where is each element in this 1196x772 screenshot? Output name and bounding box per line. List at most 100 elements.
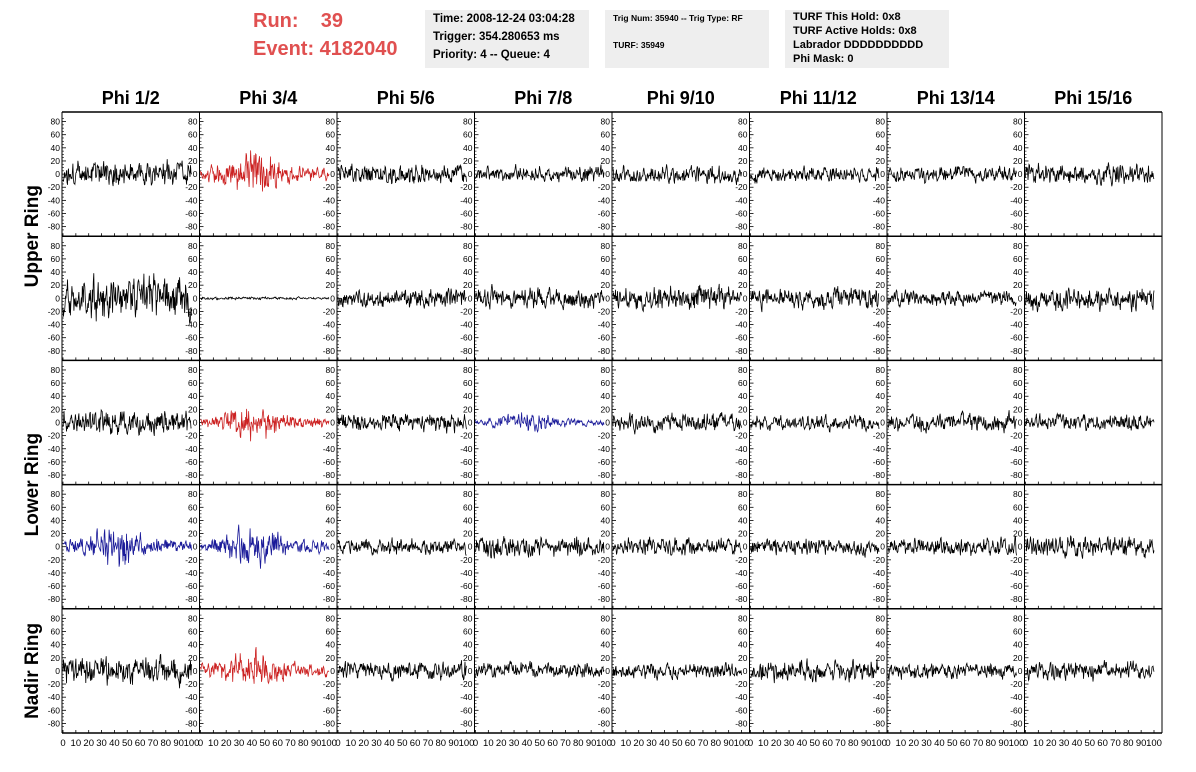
y-tick-label: 80 xyxy=(1013,117,1023,127)
turf-info-box: TURF This Hold: 0x8 TURF Active Holds: 0… xyxy=(785,10,949,68)
waveform-trace xyxy=(200,524,330,569)
y-tick-label: -80 xyxy=(48,470,61,480)
x-tick-label: 60 xyxy=(1097,738,1108,749)
y-tick-label: 60 xyxy=(1013,130,1023,140)
y-tick-label: 20 xyxy=(876,653,886,663)
y-tick-label: -20 xyxy=(460,431,473,441)
y-tick-label: 20 xyxy=(876,280,886,290)
y-tick-label: -60 xyxy=(735,705,748,715)
y-tick-label: 40 xyxy=(1013,640,1023,650)
x-tick-label: 0 xyxy=(1023,738,1028,749)
y-tick-label: -60 xyxy=(598,209,611,219)
y-tick-label: 40 xyxy=(601,515,611,525)
x-tick-label: 80 xyxy=(848,738,859,749)
x-tick-label: 90 xyxy=(998,738,1009,749)
y-tick-label: -20 xyxy=(873,431,886,441)
y-tick-label: 20 xyxy=(326,280,336,290)
y-tick-label: -80 xyxy=(1010,470,1023,480)
y-tick-label: 40 xyxy=(326,143,336,153)
y-tick-label: 40 xyxy=(51,143,61,153)
y-tick-label: 80 xyxy=(51,365,61,375)
y-tick-label: 80 xyxy=(188,489,198,499)
x-tick-label: 10 xyxy=(71,738,82,749)
x-tick-label: 70 xyxy=(285,738,296,749)
x-tick-label: 100 xyxy=(1146,738,1162,749)
x-tick-label: 30 xyxy=(371,738,382,749)
y-tick-label: 0 xyxy=(468,293,473,303)
y-tick-label: 0 xyxy=(330,418,335,428)
y-tick-label: -40 xyxy=(460,692,473,702)
x-tick-label: 60 xyxy=(547,738,558,749)
x-tick-label: 20 xyxy=(496,738,507,749)
event-number-label: Event: 4182040 xyxy=(253,38,398,60)
y-tick-label: 40 xyxy=(51,640,61,650)
x-tick-label: 70 xyxy=(835,738,846,749)
x-tick-label: 90 xyxy=(173,738,184,749)
waveform-trace xyxy=(750,165,880,184)
waveform-trace xyxy=(1025,162,1155,187)
x-tick-label: 70 xyxy=(973,738,984,749)
column-title: Phi 7/8 xyxy=(514,88,572,108)
y-tick-label: -20 xyxy=(48,555,61,565)
y-tick-label: 20 xyxy=(601,404,611,414)
y-tick-label: 60 xyxy=(188,627,198,637)
x-tick-label: 10 xyxy=(346,738,357,749)
y-tick-label: 40 xyxy=(463,143,473,153)
waveform-trace xyxy=(612,283,742,313)
waveform-trace xyxy=(612,662,742,681)
x-tick-label: 30 xyxy=(96,738,107,749)
waveform-trace xyxy=(750,658,880,684)
column-title: Phi 1/2 xyxy=(102,88,160,108)
y-tick-label: 60 xyxy=(738,627,748,637)
x-tick-label: 10 xyxy=(621,738,632,749)
y-tick-label: -80 xyxy=(735,222,748,232)
x-tick-label: 90 xyxy=(311,738,322,749)
y-tick-label: 80 xyxy=(876,117,886,127)
y-tick-label: 20 xyxy=(601,653,611,663)
y-tick-label: 0 xyxy=(330,542,335,552)
y-tick-label: 20 xyxy=(738,280,748,290)
y-tick-label: 40 xyxy=(876,515,886,525)
y-tick-label: -60 xyxy=(185,581,198,591)
y-tick-label: -20 xyxy=(48,306,61,316)
y-tick-label: 20 xyxy=(1013,280,1023,290)
y-tick-label: 0 xyxy=(1018,418,1023,428)
y-tick-label: 0 xyxy=(743,169,748,179)
x-tick-label: 100 xyxy=(871,738,887,749)
y-tick-label: 60 xyxy=(188,378,198,388)
y-tick-label: -80 xyxy=(1010,222,1023,232)
y-tick-label: 80 xyxy=(738,117,748,127)
y-tick-label: 60 xyxy=(1013,254,1023,264)
y-tick-label: -40 xyxy=(1010,444,1023,454)
y-tick-label: -40 xyxy=(48,195,61,205)
y-tick-label: -80 xyxy=(323,594,336,604)
column-title: Phi 15/16 xyxy=(1054,88,1132,108)
y-tick-label: -80 xyxy=(1010,594,1023,604)
y-tick-label: 0 xyxy=(1018,293,1023,303)
y-tick-label: 0 xyxy=(55,418,60,428)
y-tick-label: -60 xyxy=(323,581,336,591)
y-tick-label: -40 xyxy=(48,568,61,578)
y-tick-label: 0 xyxy=(330,666,335,676)
y-tick-label: -20 xyxy=(873,182,886,192)
y-tick-label: -80 xyxy=(460,346,473,356)
y-tick-label: -80 xyxy=(1010,718,1023,728)
y-tick-label: -60 xyxy=(48,209,61,219)
y-tick-label: -20 xyxy=(185,679,198,689)
y-tick-label: -20 xyxy=(185,431,198,441)
y-tick-label: 80 xyxy=(738,613,748,623)
y-tick-label: 80 xyxy=(601,117,611,127)
y-tick-label: -20 xyxy=(185,306,198,316)
y-tick-label: -60 xyxy=(460,705,473,715)
y-tick-label: 40 xyxy=(188,143,198,153)
y-tick-label: -20 xyxy=(185,555,198,565)
y-tick-label: -20 xyxy=(460,182,473,192)
y-tick-label: 80 xyxy=(1013,365,1023,375)
y-tick-label: -60 xyxy=(735,581,748,591)
y-tick-label: -20 xyxy=(598,306,611,316)
x-tick-label: 30 xyxy=(509,738,520,749)
waveform-trace xyxy=(887,662,1017,681)
y-tick-label: -80 xyxy=(873,718,886,728)
y-tick-label: 0 xyxy=(880,666,885,676)
y-tick-label: 60 xyxy=(326,502,336,512)
